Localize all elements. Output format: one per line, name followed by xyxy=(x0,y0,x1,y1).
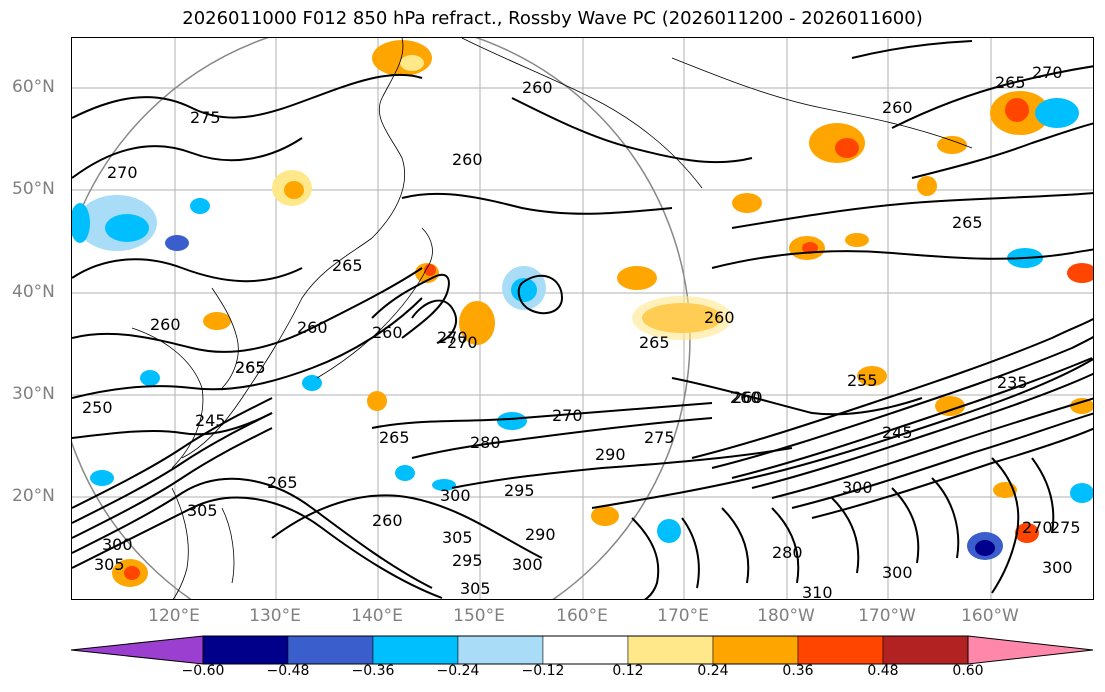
lon-label-170e: 170°E xyxy=(657,606,709,626)
contour-label: 265 xyxy=(235,358,266,377)
contour-label: 300 xyxy=(440,486,471,505)
contour-label: 265 xyxy=(639,333,670,352)
contour-label: 270 xyxy=(107,163,138,182)
colorbar-tick-label: 0.36 xyxy=(782,663,814,679)
contour-label: 300 xyxy=(512,555,543,574)
colorbar-tick-label: 0.60 xyxy=(952,663,984,679)
colorbar xyxy=(70,635,1094,665)
lon-label-180w: 180°W xyxy=(757,606,815,626)
colorbar-tick-label: 0.24 xyxy=(697,663,729,679)
contour-label: 260 xyxy=(150,315,181,334)
contour-label: 265 xyxy=(379,428,410,447)
contour-label: 265 xyxy=(332,256,363,275)
lat-label-30n: 30°N xyxy=(12,384,55,404)
lon-label-170w: 170°W xyxy=(858,606,916,626)
contour-label: 245 xyxy=(195,411,226,430)
contour-label: 300 xyxy=(882,563,913,582)
colorbar-bin xyxy=(712,635,799,665)
map-panel: 275 270 260 260 265 260 265 270 260 260 … xyxy=(71,37,1094,600)
contour-label: 265 xyxy=(235,358,266,377)
colorbar-tick-label: −0.60 xyxy=(181,663,225,679)
contour-label: 260 xyxy=(882,98,913,117)
contour-label: 270 xyxy=(1022,518,1053,537)
contour-label: 305 xyxy=(442,528,473,547)
lon-label-160e: 160°E xyxy=(556,606,608,626)
contour-label: 300 xyxy=(102,535,133,554)
contour-label: 260 xyxy=(297,318,328,337)
shaded-anomalies xyxy=(72,40,1093,587)
contour-label: 300 xyxy=(1042,558,1073,577)
colorbar-extend-high xyxy=(967,635,1094,665)
colorbar-tick-label: −0.36 xyxy=(351,663,395,679)
contour-label: 290 xyxy=(525,525,556,544)
contour-label: 260 xyxy=(732,388,763,407)
graticule xyxy=(72,38,1093,599)
colorbar-bin xyxy=(202,635,289,665)
contour-label: 275 xyxy=(1050,518,1081,537)
contour-label: 245 xyxy=(882,423,913,442)
contour-label: 270 xyxy=(437,328,468,347)
lon-label-160w: 160°W xyxy=(961,606,1019,626)
map-canvas: 275 270 260 260 265 260 265 270 260 260 … xyxy=(72,38,1093,600)
contour-label: 260 xyxy=(704,308,735,327)
contour-label: 275 xyxy=(644,428,675,447)
contour-label: 270 xyxy=(552,406,583,425)
contour-label: 260 xyxy=(372,511,403,530)
contour-label: 265 xyxy=(995,73,1026,92)
contour-label: 295 xyxy=(452,551,483,570)
contour-label: 265 xyxy=(267,473,298,492)
contour-label: 260 xyxy=(730,388,761,407)
colorbar-extend-low xyxy=(70,635,204,665)
lat-label-50n: 50°N xyxy=(12,179,55,199)
contour-label: 280 xyxy=(470,433,501,452)
contour-label: 250 xyxy=(82,398,113,417)
contour-label: 300 xyxy=(842,478,873,497)
contour-label: 290 xyxy=(595,445,626,464)
contour-label-layer: 275 270 260 260 265 260 265 270 260 260 … xyxy=(82,63,1081,600)
contour-label: 280 xyxy=(772,543,803,562)
contour-label: 275 xyxy=(190,108,221,127)
lat-label-60n: 60°N xyxy=(12,77,55,97)
contour-label: 310 xyxy=(802,583,833,600)
lon-label-140e: 140°E xyxy=(351,606,403,626)
coastlines xyxy=(131,38,973,599)
contour-label: 260 xyxy=(452,150,483,169)
colorbar-tick-label: −0.12 xyxy=(521,663,565,679)
contour-lines xyxy=(72,40,1093,599)
lon-label-150e: 150°E xyxy=(453,606,505,626)
contour-label: 260 xyxy=(372,323,403,342)
colorbar-bin xyxy=(372,635,459,665)
colorbar-bin xyxy=(882,635,969,665)
contour-label: 255 xyxy=(847,371,878,390)
contour-label: 305 xyxy=(460,579,491,598)
lat-label-40n: 40°N xyxy=(12,282,55,302)
colorbar-tick-label: −0.24 xyxy=(436,663,480,679)
colorbar-bin xyxy=(627,635,714,665)
contour-label: 265 xyxy=(952,213,983,232)
colorbar-tick-label: 0.12 xyxy=(612,663,644,679)
lat-label-20n: 20°N xyxy=(12,486,55,506)
contour-label: 270 xyxy=(1032,63,1063,82)
contour-label: 270 xyxy=(447,333,478,352)
contour-label: 295 xyxy=(504,481,535,500)
contour-label: 260 xyxy=(522,78,553,97)
lon-label-120e: 120°E xyxy=(148,606,200,626)
map-title: 2026011000 F012 850 hPa refract., Rossby… xyxy=(182,8,923,29)
colorbar-bin xyxy=(457,635,544,665)
contour-label: 305 xyxy=(187,501,218,520)
lon-label-130e: 130°E xyxy=(249,606,301,626)
colorbar-tick-label: −0.48 xyxy=(266,663,310,679)
contour-label: 305 xyxy=(94,555,125,574)
colorbar-bin xyxy=(542,635,629,665)
colorbar-bin xyxy=(287,635,374,665)
colorbar-tick-label: 0.48 xyxy=(867,663,899,679)
contour-label: 235 xyxy=(997,373,1028,392)
colorbar-bin xyxy=(797,635,884,665)
